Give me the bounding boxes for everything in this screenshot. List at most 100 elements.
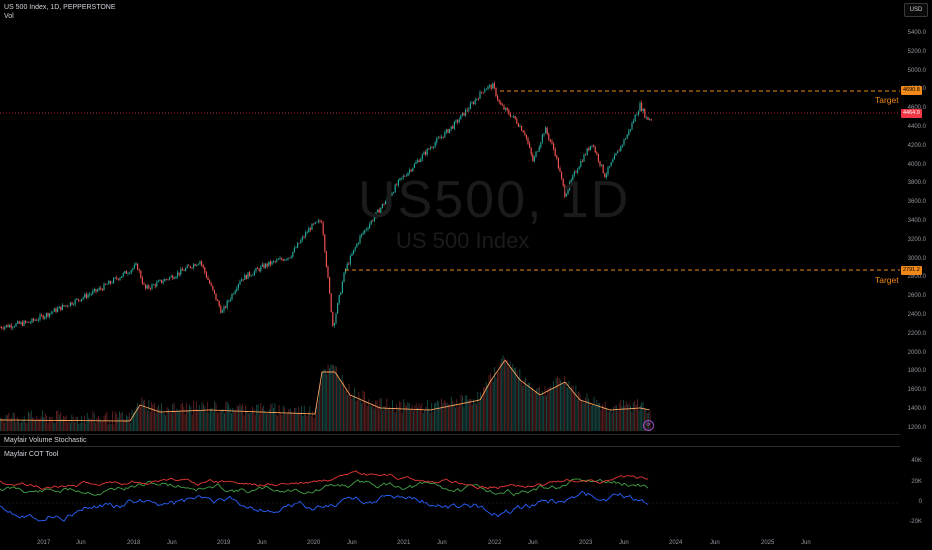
candle-body (202, 264, 204, 268)
volume-bar (173, 402, 175, 431)
volume-bar (464, 395, 466, 431)
candle-body (154, 284, 156, 287)
volume-bar (127, 416, 129, 431)
volume-bar (270, 404, 272, 431)
candle-body (633, 120, 635, 123)
volume-bar (429, 413, 431, 431)
volume-bar (54, 422, 56, 431)
price-tick-label: 2000.0 (907, 349, 926, 356)
volume-bar (396, 404, 398, 431)
volume-bar (5, 414, 7, 431)
candle-body (500, 102, 502, 105)
candle-body (625, 138, 627, 140)
candle-body (458, 119, 460, 123)
volume-bar (221, 411, 223, 431)
candle-body (53, 308, 55, 312)
candle-body (58, 306, 60, 309)
volume-bar (533, 392, 535, 431)
volume-bar (585, 397, 587, 431)
candle-body (228, 300, 230, 302)
candle-body (145, 284, 147, 289)
volume-bar (245, 405, 246, 431)
cot-blue-line (0, 490, 649, 522)
lower-target-price-tag: 2791.2 (901, 266, 922, 275)
candle-body (73, 304, 75, 306)
candle-body (261, 264, 263, 267)
volume-bar (134, 410, 136, 431)
volume-bar (152, 404, 154, 431)
volume-bar (208, 412, 210, 431)
volume-bar (176, 408, 178, 431)
candle-body (247, 272, 249, 279)
pane-divider[interactable] (0, 434, 900, 435)
volume-bar (103, 415, 105, 431)
volume-bar (100, 420, 102, 431)
volume-bar (253, 409, 255, 431)
volume-bar (358, 392, 360, 431)
candle-body (417, 160, 419, 163)
candle-body (393, 192, 395, 194)
candle-body (508, 110, 510, 115)
volume-bar (378, 407, 379, 431)
volume-bar (453, 403, 455, 431)
candle-body (191, 267, 193, 269)
volume-bar (81, 416, 83, 431)
pane-divider[interactable] (0, 446, 900, 447)
candle-body (215, 293, 217, 300)
candle-body (535, 151, 537, 157)
volume-bar (96, 417, 98, 431)
candle-body (452, 126, 454, 129)
volume-bar (140, 406, 141, 431)
volume-bar (469, 399, 470, 431)
volume-bar (36, 416, 38, 431)
candle-body (621, 144, 623, 146)
volume-bar (555, 377, 557, 431)
volume-bar (179, 410, 181, 431)
volume-bar (547, 388, 549, 431)
volume-bar (576, 399, 578, 431)
candle-body (217, 299, 219, 302)
volume-bar (275, 413, 277, 431)
time-tick-label: Jun (437, 540, 447, 546)
volume-bar (487, 384, 489, 431)
candle-body (567, 189, 569, 195)
candle-body (220, 306, 222, 313)
cot-tool-legend[interactable]: Mayfair COT Tool (4, 451, 59, 458)
candle-body (52, 311, 54, 313)
candle-body (218, 301, 220, 307)
candle-body (87, 294, 89, 298)
volume-bar (432, 411, 434, 431)
candle-body (498, 99, 500, 103)
candle-body (189, 266, 191, 268)
candle-body (537, 151, 539, 152)
price-tick-label: 1600.0 (907, 387, 926, 394)
volume-bar (513, 367, 515, 431)
currency-button[interactable]: USD (904, 3, 928, 17)
candle-body (319, 220, 321, 222)
volume-bar (226, 401, 228, 431)
candle-body (372, 220, 374, 222)
volume-bar (287, 413, 288, 431)
volume-bar (428, 408, 430, 431)
candle-body (429, 147, 431, 150)
volume-bar (548, 387, 550, 431)
volume-bar (347, 394, 349, 431)
volume-bar (110, 424, 112, 431)
candle-body (209, 279, 211, 284)
volume-legend[interactable]: Vol (4, 13, 14, 20)
volume-bar (341, 374, 343, 431)
volume-bar (553, 381, 554, 431)
volume-stochastic-legend[interactable]: Mayfair Volume Stochastic (4, 437, 87, 444)
symbol-legend[interactable]: US 500 Index, 1D, PEPPERSTONE (4, 4, 116, 11)
volume-bar (161, 403, 162, 431)
candle-body (612, 159, 614, 163)
candle-body (618, 150, 620, 152)
price-tick-label: 5000.0 (907, 67, 926, 74)
replay-badge-icon[interactable]: ⟳ (643, 420, 654, 431)
volume-bar (266, 413, 267, 431)
candle-body (2, 328, 4, 329)
volume-bar (483, 387, 484, 431)
volume-bar (385, 406, 386, 431)
candle-body (282, 259, 284, 261)
